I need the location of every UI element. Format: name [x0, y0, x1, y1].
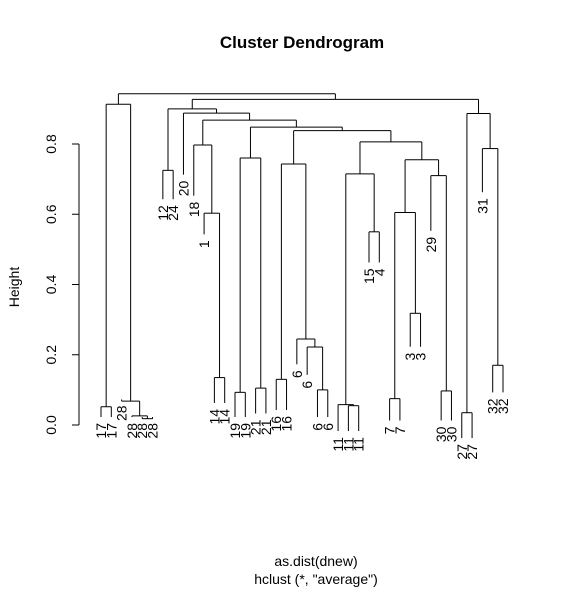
leaf-label: 20 — [175, 180, 191, 196]
leaf-label: 11 — [351, 437, 367, 452]
leaf-label: 16 — [268, 416, 284, 432]
leaf-label: 31 — [474, 198, 490, 214]
leaf-label: 6 — [320, 423, 336, 431]
leaf-label: 12 — [155, 205, 171, 221]
leaf-label: 17 — [93, 423, 109, 439]
leaf-label: 32 — [495, 398, 511, 414]
leaf-label: 30 — [443, 426, 459, 442]
leaf-label: 32 — [485, 398, 501, 414]
dendrogram-tree — [100, 93, 504, 439]
leaf-label: 27 — [454, 444, 470, 460]
leaf-label: 30 — [433, 426, 449, 442]
leaf-label: 28 — [124, 423, 140, 439]
leaf-label: 11 — [330, 437, 346, 452]
leaf-label: 15 — [361, 268, 377, 284]
leaf-label: 6 — [299, 381, 315, 389]
leaf-label: 6 — [289, 370, 305, 378]
y-tick-label: 0.0 — [43, 415, 59, 435]
leaf-label: 21 — [258, 419, 274, 435]
leaf-labels: 1717282828281224201811414191921211616666… — [93, 180, 511, 459]
leaf-label: 29 — [423, 237, 439, 253]
chart-title: Cluster Dendrogram — [220, 33, 384, 52]
y-tick-label: 0.2 — [43, 345, 59, 365]
leaf-label: 17 — [103, 423, 119, 439]
leaf-label: 28 — [114, 405, 130, 421]
y-axis-label: Height — [6, 267, 22, 308]
leaf-label: 14 — [206, 409, 222, 425]
leaf-label: 19 — [227, 423, 243, 439]
leaf-label: 3 — [413, 353, 429, 361]
leaf-label: 18 — [186, 202, 202, 218]
leaf-label: 24 — [165, 205, 181, 221]
leaf-label: 7 — [382, 426, 398, 434]
leaf-label: 27 — [464, 444, 480, 460]
leaf-label: 6 — [309, 423, 325, 431]
y-axis: 0.0 0.2 0.4 0.6 0.8 — [43, 134, 80, 435]
leaf-label: 1 — [196, 240, 212, 248]
x-axis-label: as.dist(dnew) — [274, 553, 357, 569]
leaf-label: 4 — [371, 268, 387, 276]
y-tick-label: 0.6 — [43, 204, 59, 224]
y-tick-label: 0.8 — [43, 134, 59, 154]
leaf-label: 28 — [134, 423, 150, 439]
leaf-label: 7 — [392, 426, 408, 434]
leaf-label: 19 — [237, 423, 253, 439]
leaf-label: 3 — [402, 353, 418, 361]
leaf-label: 14 — [217, 409, 233, 425]
method-subtitle: hclust (*, "average") — [254, 571, 378, 587]
leaf-label: 21 — [248, 419, 264, 435]
leaf-label: 28 — [145, 423, 161, 439]
leaf-label: 11 — [340, 437, 356, 452]
y-tick-label: 0.4 — [43, 275, 59, 295]
leaf-label: 16 — [279, 416, 295, 432]
